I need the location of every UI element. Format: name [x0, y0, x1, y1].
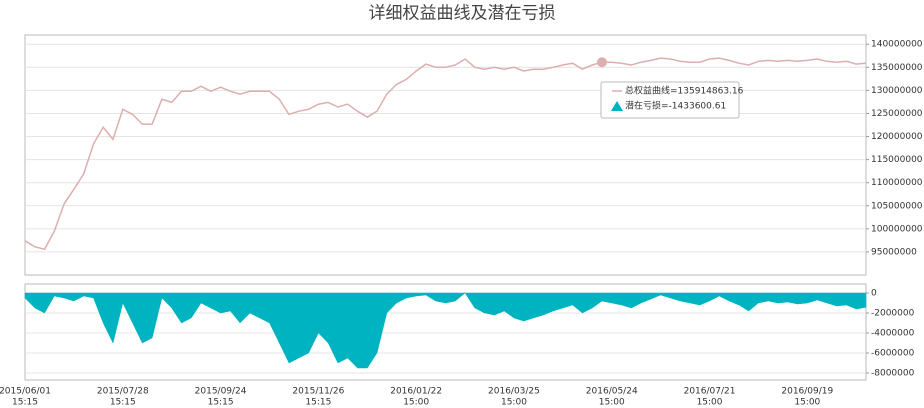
y-tick-label: 95000000	[871, 247, 917, 257]
x-tick-label: 2015/07/28	[97, 387, 149, 397]
y-tick-label: 130000000	[871, 86, 923, 96]
x-tick-time: 15:15	[208, 398, 234, 408]
y-tick-label: -4000000	[871, 329, 915, 339]
x-tick-time: 15:15	[305, 398, 331, 408]
y-tick-label: 110000000	[871, 178, 923, 188]
x-tick-label: 2015/09/24	[195, 387, 247, 397]
y-tick-label: 135000000	[871, 63, 923, 73]
y-tick-label: 140000000	[871, 40, 923, 50]
drawdown-area	[24, 292, 867, 369]
y-tick-label: 0	[871, 289, 877, 299]
y-tick-label: -2000000	[871, 309, 915, 319]
legend-swatch	[611, 101, 623, 111]
y-tick-label: -6000000	[871, 349, 915, 359]
x-tick-label: 2016/05/24	[586, 387, 638, 397]
x-tick-label: 2015/11/26	[292, 387, 344, 397]
x-tick-label: 2016/07/21	[684, 387, 736, 397]
legend-label: 潜在亏损=-1433600.61	[625, 100, 726, 112]
y-tick-label: 120000000	[871, 132, 923, 142]
x-tick-time: 15:00	[599, 398, 625, 408]
equity-line	[24, 57, 867, 251]
top-panel-frame	[24, 34, 867, 276]
x-tick-time: 15:00	[403, 398, 429, 408]
x-tick-time: 15:00	[794, 398, 820, 408]
legend-box	[600, 81, 740, 119]
x-tick-time: 15:15	[110, 398, 136, 408]
x-tick-label: 2016/09/19	[781, 387, 833, 397]
y-tick-label: 100000000	[871, 224, 923, 234]
x-tick-label: 2016/03/25	[488, 387, 540, 397]
chart-title: 详细权益曲线及潜在亏损	[369, 4, 556, 24]
y-tick-label: 105000000	[871, 201, 923, 211]
x-tick-time: 15:00	[501, 398, 527, 408]
hover-point	[596, 57, 607, 68]
x-tick-label: 2015/06/01	[0, 387, 51, 397]
y-tick-label: 125000000	[871, 109, 923, 119]
x-tick-time: 15:15	[12, 398, 38, 408]
legend-label: 总权益曲线=135914863.16	[625, 85, 744, 97]
y-tick-label: -8000000	[871, 369, 915, 379]
x-tick-time: 15:00	[697, 398, 723, 408]
y-tick-label: 115000000	[871, 155, 923, 165]
bottom-panel-frame	[24, 283, 867, 381]
x-tick-label: 2016/01/22	[390, 387, 442, 397]
legend: 总权益曲线=135914863.16 潜在亏损=-1433600.61	[600, 81, 744, 119]
